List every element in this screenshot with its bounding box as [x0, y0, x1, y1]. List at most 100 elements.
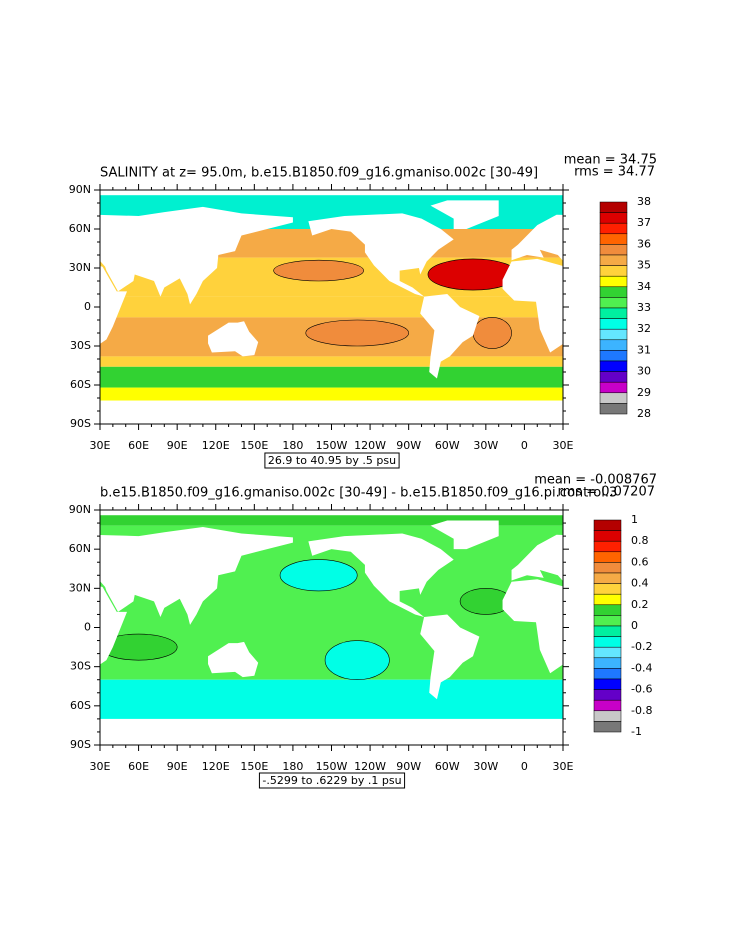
- mean-label: mean = 34.75: [564, 153, 657, 168]
- colorbar-label: 0.2: [631, 598, 649, 611]
- land: [502, 579, 563, 674]
- colorbar-box: [593, 530, 622, 542]
- colorbar-box: [599, 318, 628, 330]
- lon-label: 150E: [240, 760, 268, 773]
- ocean-anomaly: [0, 588, 49, 614]
- lat-label: 60N: [69, 542, 91, 555]
- ocean-band: [100, 296, 563, 318]
- colorbar-box: [593, 572, 622, 584]
- ocean-band: [100, 679, 563, 719]
- panel-title: b.e15.B1850.f09_g16.gmaniso.002c [30-49]…: [100, 486, 617, 501]
- lon-label: 150W: [316, 439, 348, 452]
- land: [100, 586, 128, 665]
- ocean-anomaly: [0, 259, 55, 290]
- colorbar-label: 38: [637, 195, 651, 208]
- colorbar-box: [593, 604, 622, 616]
- colorbar-label: -1: [631, 725, 642, 738]
- land: [420, 614, 480, 700]
- colorbar-label: 35: [637, 259, 651, 272]
- ocean-band: [100, 366, 563, 388]
- lat-label: 90N: [69, 183, 91, 196]
- colorbar-label: 37: [637, 216, 651, 229]
- rms-label: rms = 0.07207: [558, 485, 655, 500]
- lon-label: 60E: [128, 760, 149, 773]
- colorbar-box: [599, 244, 628, 256]
- ocean-anomaly: [10, 317, 49, 348]
- lon-label: 30E: [553, 439, 574, 452]
- ocean-anomaly: [279, 559, 358, 592]
- colorbar-box: [593, 636, 622, 648]
- lon-label: 30E: [90, 760, 111, 773]
- land: [502, 258, 563, 353]
- contour-info-box: [264, 452, 400, 469]
- lon-label: 90E: [167, 439, 188, 452]
- land: [692, 660, 705, 670]
- lon-label: 180: [282, 760, 303, 773]
- ocean-band: [100, 356, 563, 367]
- colorbar-label: 28: [637, 407, 651, 420]
- land: [0, 294, 16, 379]
- colorbar-box: [593, 593, 622, 606]
- colorbar-box: [599, 403, 628, 415]
- ocean-anomaly: [305, 319, 409, 347]
- lon-label: 120E: [202, 760, 230, 773]
- colorbar-box: [599, 307, 628, 319]
- lon-label: 120E: [202, 439, 230, 452]
- colorbar-label: -0.8: [631, 704, 652, 717]
- contour-info: -.5299 to .6229 by .1 psu: [262, 774, 401, 787]
- land: [511, 214, 563, 261]
- land: [671, 642, 721, 677]
- lon-label: 30W: [473, 760, 498, 773]
- map: [0, 515, 721, 745]
- colorbar-box: [599, 212, 628, 224]
- land: [671, 321, 721, 356]
- lat-label: 60S: [70, 699, 91, 712]
- land: [208, 321, 259, 357]
- ocean-anomaly: [273, 259, 364, 282]
- colorbar-box: [599, 350, 628, 362]
- lat-label: 90S: [70, 417, 91, 430]
- land: [430, 200, 499, 229]
- colorbar-label: 0.4: [631, 577, 649, 590]
- colorbar-box: [593, 689, 622, 701]
- colorbar-box: [593, 710, 622, 722]
- colorbar-label: -0.4: [631, 661, 652, 674]
- colorbar-box: [593, 583, 622, 595]
- colorbar-box: [593, 657, 622, 669]
- colorbar-box: [599, 275, 628, 288]
- colorbar-label: 32: [637, 322, 651, 335]
- land: [308, 213, 454, 297]
- colorbar-box: [593, 519, 622, 531]
- land: [308, 533, 454, 618]
- colorbar-box: [599, 286, 628, 298]
- colorbar-box: [593, 540, 622, 553]
- colorbar-box: [593, 615, 622, 627]
- colorbar-box: [599, 233, 628, 245]
- lat-label: 90S: [70, 738, 91, 751]
- colorbar-label: 0.8: [631, 534, 649, 547]
- ocean-anomaly: [472, 317, 512, 349]
- ocean-anomaly: [324, 640, 390, 681]
- colorbar-box: [593, 668, 622, 680]
- colorbar-box: [593, 562, 622, 574]
- colorbar-box: [599, 339, 628, 351]
- colorbar-label: 30: [637, 365, 651, 378]
- colorbar-box: [593, 699, 622, 712]
- lat-label: 0: [84, 621, 91, 634]
- colorbar-box: [599, 265, 628, 277]
- lat-label: 60N: [69, 222, 91, 235]
- land: [692, 340, 705, 350]
- colorbar-label: 1: [631, 513, 638, 526]
- mean-label: mean = -0.008767: [534, 473, 657, 488]
- land: [430, 520, 499, 550]
- lon-label: 0: [521, 439, 528, 452]
- land: [228, 660, 242, 671]
- colorbar-label: 0.6: [631, 555, 649, 568]
- colorbar-box: [593, 678, 622, 690]
- colorbar-label: 29: [637, 386, 651, 399]
- colorbar-box: [599, 392, 628, 404]
- colorbar-label: 36: [637, 237, 651, 250]
- land: [0, 520, 36, 549]
- lat-label: 90N: [69, 503, 91, 516]
